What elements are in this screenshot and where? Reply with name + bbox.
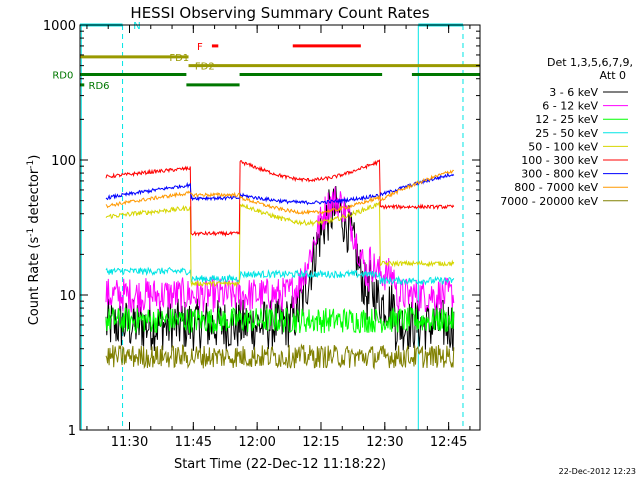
legend-label-4: 50 - 100 keV [528, 140, 598, 153]
series-line-7 [105, 169, 455, 215]
status-label-fd1: FD1 [169, 53, 189, 64]
status-label-n: N [133, 21, 140, 32]
y-axis-label-sup2: -1 [26, 160, 36, 169]
x-tick-label-3: 12:15 [302, 435, 339, 450]
y-tick-label-2: 100 [51, 154, 76, 169]
x-tick-label-0: 11:30 [111, 435, 148, 450]
series-line-2 [105, 306, 455, 334]
legend-label-5: 100 - 300 keV [521, 154, 598, 167]
series-line-4 [105, 201, 455, 288]
x-tick-label-1: 11:45 [175, 435, 212, 450]
legend-label-7: 800 - 7000 keV [514, 181, 598, 194]
legend-label-3: 25 - 50 keV [535, 127, 598, 140]
series-line-3 [105, 266, 455, 286]
status-label-fd2: FD2 [195, 62, 215, 73]
y-axis-label-end: ) [27, 155, 42, 160]
y-tick-label-3: 1000 [43, 19, 76, 34]
legend-label-8: 7000 - 20000 keV [500, 195, 598, 208]
plot-frame [79, 24, 481, 431]
series-line-8 [105, 343, 455, 371]
legend-label-0: 3 - 6 keV [549, 86, 598, 99]
series-line-1 [105, 186, 455, 314]
series-line-6 [105, 172, 455, 206]
y-tick-label-0: 1 [68, 424, 76, 439]
x-tick-label-5: 12:45 [430, 435, 467, 450]
plot-area [80, 25, 464, 430]
axes: 1 10 100 1000 11:30 11:45 12:00 12:15 12:30 12:45 [43, 19, 481, 450]
legend-label-1: 6 - 12 keV [542, 100, 598, 113]
status-label-rd0: RD0 [52, 70, 73, 81]
y-axis-label: Count Rate (s-1 detector-1) [26, 155, 42, 326]
y-axis-label-sup1: -1 [26, 228, 36, 237]
x-tick-label-4: 12:30 [366, 435, 403, 450]
legend-header-line-2: Att 0 [600, 69, 626, 82]
x-axis-label: Start Time (22-Dec-12 11:18:22) [174, 457, 386, 472]
series-line-5 [105, 159, 455, 238]
status-label-f: F [197, 42, 203, 53]
y-tick-label-1: 10 [59, 289, 76, 304]
legend-label-2: 12 - 25 keV [535, 113, 598, 126]
chart-title: HESSI Observing Summary Count Rates [130, 4, 429, 22]
y-axis-label-main: Count Rate (s [27, 237, 42, 326]
y-axis-label-mid: detector [27, 168, 42, 228]
series-lines [105, 159, 455, 371]
footer-timestamp: 22-Dec-2012 12:23 [559, 467, 636, 476]
status-bars: N F FD1 FD2 RD0 RD6 [52, 21, 480, 92]
legend-header-line-1: Det 1,3,5,6,7,9, [547, 56, 633, 69]
status-label-rd6: RD6 [89, 81, 110, 92]
legend-label-6: 300 - 800 keV [521, 168, 598, 181]
x-tick-label-2: 12:00 [238, 435, 275, 450]
